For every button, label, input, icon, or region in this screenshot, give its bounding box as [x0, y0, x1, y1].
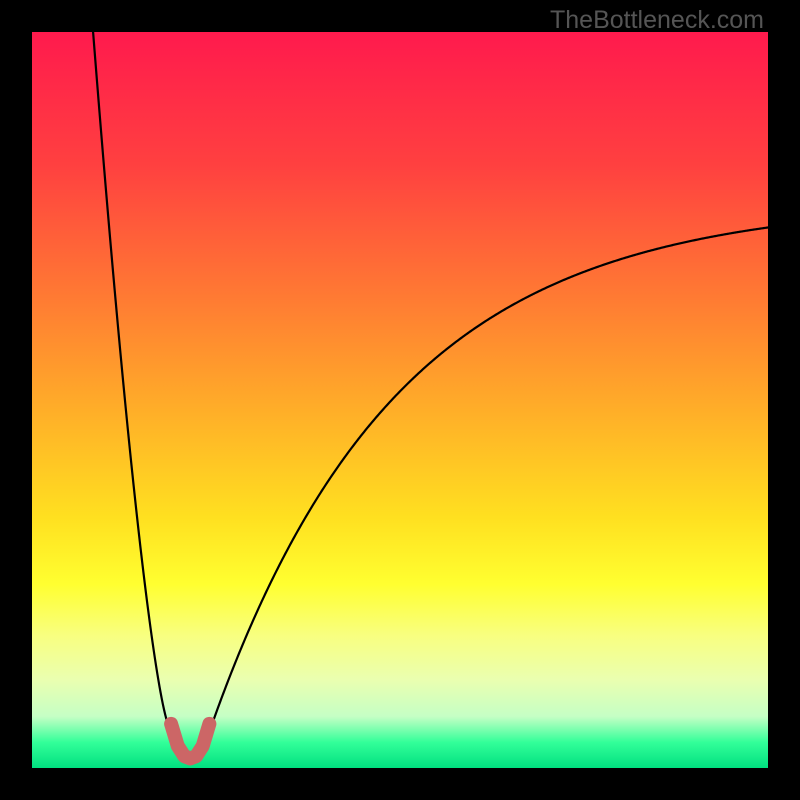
- bottleneck-chart: [32, 32, 768, 768]
- watermark-text: TheBottleneck.com: [550, 6, 764, 35]
- chart-frame: TheBottleneck.com: [0, 0, 800, 800]
